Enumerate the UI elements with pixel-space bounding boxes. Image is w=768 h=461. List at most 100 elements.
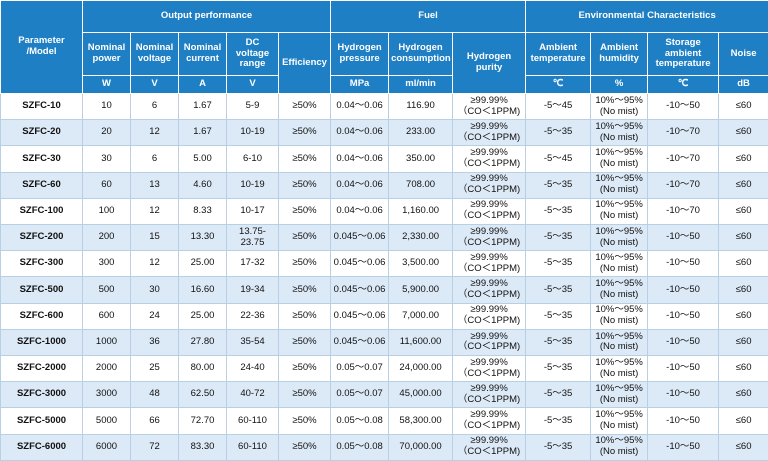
cell: ≥50% xyxy=(277,250,332,278)
cell: 70,000.00 xyxy=(388,433,454,461)
cell: 17-32 xyxy=(226,250,279,278)
cell: 62.50 xyxy=(178,381,227,409)
cell: 10%～95% (No mist) xyxy=(590,328,649,357)
model-name: SZFC-100 xyxy=(0,197,83,226)
model-name: SZFC-30 xyxy=(0,145,83,173)
cell: ≥99.99% （CO＜1PPM) xyxy=(452,302,527,330)
column-header: Ambient humidity xyxy=(590,32,649,76)
column-header: DC voltage range xyxy=(226,32,279,76)
cell-line: (No mist) xyxy=(599,446,639,458)
cell-line: ≥99.99% xyxy=(470,304,508,316)
cell: 10%～95% (No mist) xyxy=(590,171,649,199)
cell-line: (No mist) xyxy=(599,184,639,196)
cell: 1000 xyxy=(82,328,131,357)
cell: 25.00 xyxy=(178,302,227,330)
column-header: Ambient temperature xyxy=(525,32,592,76)
cell: 10%～95% (No mist) xyxy=(590,92,649,121)
data-row: SZFC-60 60 13 4.60 10-19 ≥50% 0.04～0.06 708.00 ≥… xyxy=(0,171,768,199)
cell: 0.045～0.06 xyxy=(330,302,390,330)
cell: 13 xyxy=(130,171,179,199)
cell: ≤60 xyxy=(718,302,768,330)
model-name: SZFC-3000 xyxy=(0,381,83,409)
cell: 10%～95% (No mist) xyxy=(590,433,649,461)
cell: -5～35 xyxy=(525,381,592,409)
cell-line: ≥99.99% xyxy=(470,199,508,211)
cell: 1,160.00 xyxy=(388,197,454,226)
cell: 10-17 xyxy=(226,197,279,226)
cell-line: (No mist) xyxy=(599,210,639,222)
cell: -10～50 xyxy=(647,224,720,252)
cell: 10%～95% (No mist) xyxy=(590,355,649,383)
cell: 24-40 xyxy=(226,355,279,383)
column-header: Nominal current xyxy=(178,32,227,76)
data-row: SZFC-1000 1000 36 27.80 35-54 ≥50% 0.045～0.06 1… xyxy=(0,328,768,357)
cell: 80.00 xyxy=(178,355,227,383)
data-row: SZFC-20 20 12 1.67 10-19 ≥50% 0.04～0.06 233.00 ≥… xyxy=(0,119,768,147)
cell: ≥99.99% （CO＜1PPM) xyxy=(452,328,527,357)
cell-line: （CO＜1PPM) xyxy=(457,236,521,248)
cell: 0.04～0.06 xyxy=(330,197,390,226)
column-header: Hydrogen pressure xyxy=(330,32,390,76)
unit-header: V xyxy=(226,75,279,94)
cell: ≥50% xyxy=(277,355,332,383)
cell: 708.00 xyxy=(388,171,454,199)
data-row: SZFC-10 10 6 1.67 5-9 ≥50% 0.04～0.06 116.90 ≥99.… xyxy=(0,92,768,121)
cell: ≤60 xyxy=(718,224,768,252)
corner-header: Parameter /Model xyxy=(0,0,83,94)
cell: ≤60 xyxy=(718,171,768,199)
cell: 35-54 xyxy=(226,328,279,357)
cell: 100 xyxy=(82,197,131,226)
cell-line: （CO＜1PPM) xyxy=(457,158,521,169)
table-header: Parameter /Model Output performance Fuel En… xyxy=(0,0,768,94)
cell: 7,000.00 xyxy=(388,302,454,330)
cell: 10 xyxy=(82,92,131,121)
cell-line: ≥99.99% xyxy=(470,251,508,263)
cell: ≥50% xyxy=(277,197,332,226)
model-name: SZFC-6000 xyxy=(0,433,83,461)
cell-line: (No mist) xyxy=(599,131,639,143)
cell: -10～50 xyxy=(647,250,720,278)
cell-line: 10%～95% xyxy=(595,356,643,368)
cell-line: （CO＜1PPM) xyxy=(457,289,521,301)
cell-line: 10%～95% xyxy=(595,409,643,421)
column-header: Hydrogen purity xyxy=(452,32,527,94)
cell: -10～50 xyxy=(647,433,720,461)
cell: 24,000.00 xyxy=(388,355,454,383)
group-header: Environmental Characteristics xyxy=(525,0,768,33)
cell: 0.04～0.06 xyxy=(330,145,390,173)
cell: 36 xyxy=(130,328,179,357)
cell: 30 xyxy=(130,276,179,304)
cell: 83.30 xyxy=(178,433,227,461)
cell: ≤60 xyxy=(718,92,768,121)
cell: 200 xyxy=(82,224,131,252)
cell: 15 xyxy=(130,224,179,252)
cell: 60-110 xyxy=(226,407,279,435)
cell: -10～70 xyxy=(647,119,720,147)
cell: ≥99.99% （CO＜1PPM) xyxy=(452,224,527,252)
cell-line: 10%～95% xyxy=(595,120,643,132)
cell: ≥99.99% （CO＜1PPM) xyxy=(452,276,527,304)
cell-line: (No mist) xyxy=(599,105,639,117)
cell: ≥50% xyxy=(277,276,332,304)
cell-line: （CO＜1PPM) xyxy=(457,184,521,196)
cell: 10%～95% (No mist) xyxy=(590,407,649,435)
cell: 300 xyxy=(82,250,131,278)
cell: 1.67 xyxy=(178,119,227,147)
cell: 116.90 xyxy=(388,92,454,121)
cell: -5～35 xyxy=(525,224,592,252)
model-name: SZFC-2000 xyxy=(0,355,83,383)
cell-line: ≥99.99% xyxy=(470,409,508,421)
cell: 10%～95% (No mist) xyxy=(590,197,649,226)
cell: 48 xyxy=(130,381,179,409)
cell: 0.04～0.06 xyxy=(330,92,390,121)
cell: ≥99.99% （CO＜1PPM) xyxy=(452,407,527,435)
cell-line: ≥99.99% xyxy=(470,330,508,342)
cell: 13.75-23.75 xyxy=(226,224,279,252)
cell: ≤60 xyxy=(718,355,768,383)
cell: -10～70 xyxy=(647,145,720,173)
cell-line: 10%～95% xyxy=(595,278,643,290)
cell: 12 xyxy=(130,197,179,226)
column-header: Storage ambient temperature xyxy=(647,32,720,76)
cell-line: （CO＜1PPM) xyxy=(457,210,521,222)
cell: 0.045～0.06 xyxy=(330,276,390,304)
